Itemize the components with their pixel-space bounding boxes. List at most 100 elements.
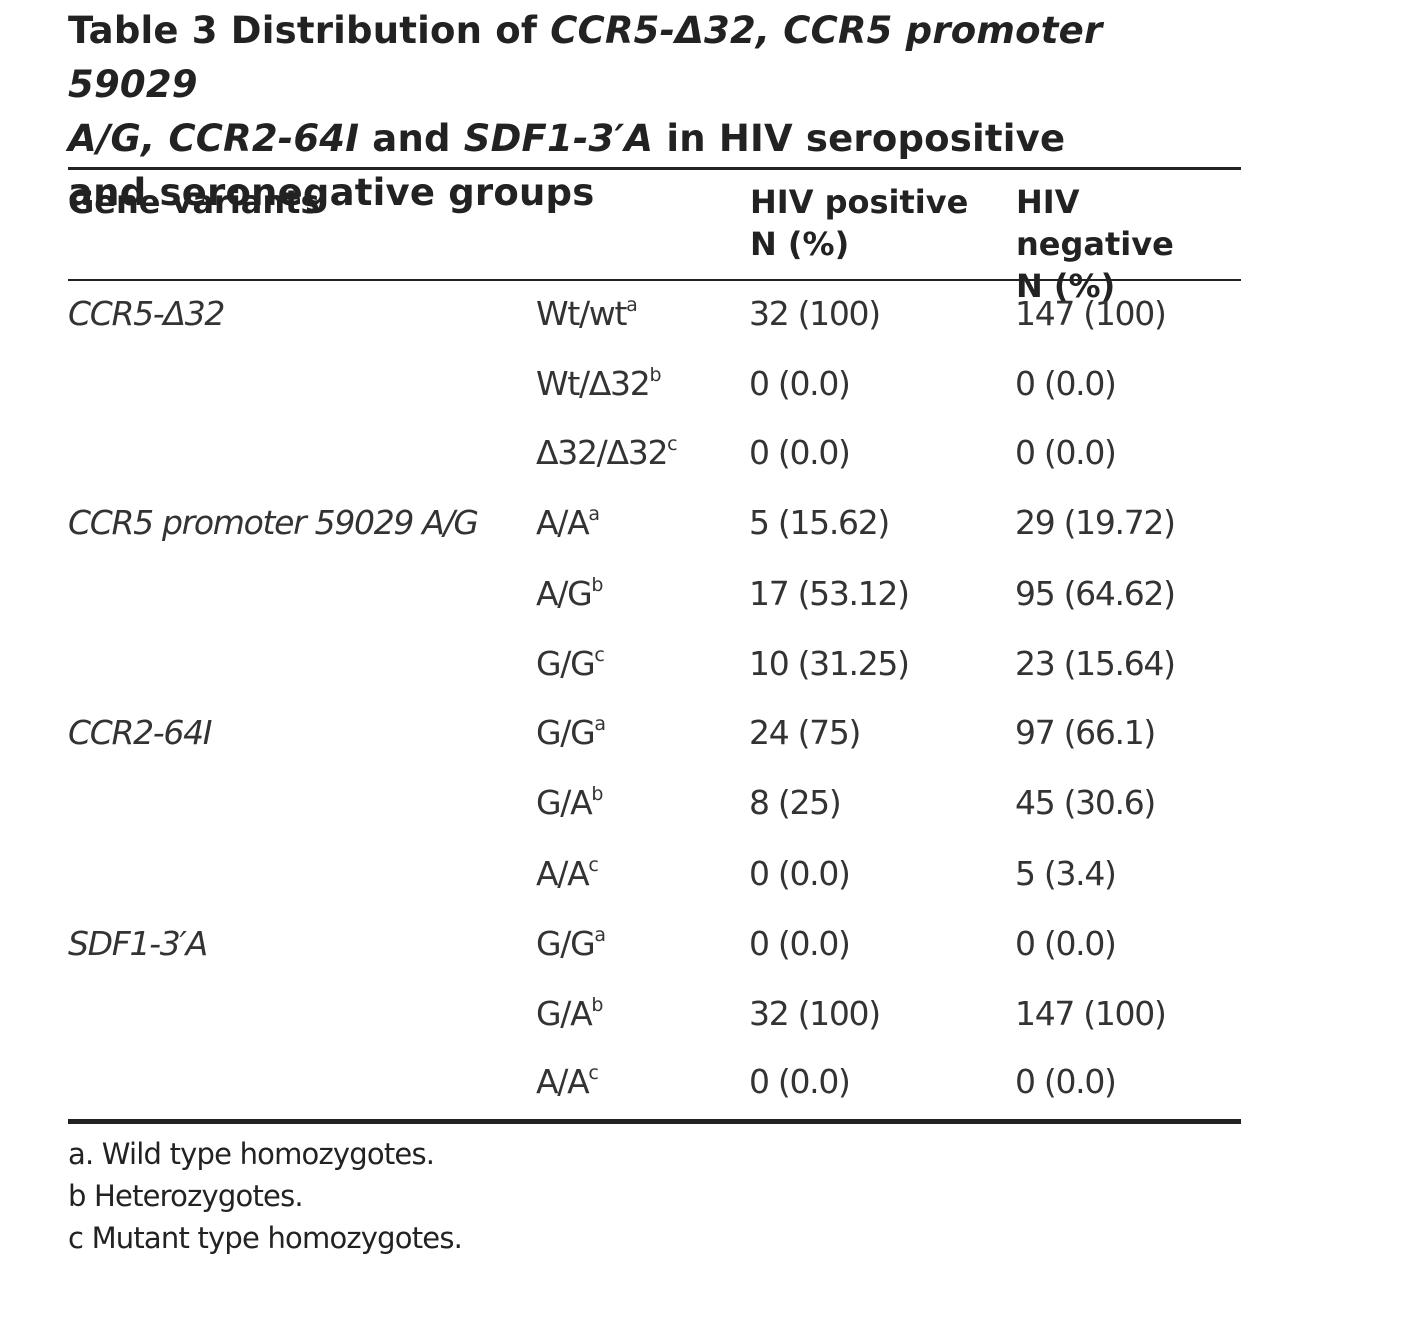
hiv-negative-cell: 0 (0.0) (1015, 433, 1117, 472)
hiv-negative-cell: 147 (100) (1015, 994, 1167, 1033)
genotype-superscript: b (591, 574, 603, 596)
header-hiv-positive-line2: N (%) (750, 225, 850, 263)
title-line-2: A/G, CCR2-64I and SDF1-3′A in HIV seropo… (68, 112, 1243, 166)
hiv-positive-cell: 17 (53.12) (749, 574, 910, 613)
footnote-c: c Mutant type homozygotes. (68, 1221, 463, 1255)
hiv-negative-cell: 5 (3.4) (1015, 854, 1117, 893)
genotype-text: G/G (536, 713, 596, 752)
table-row: CCR5 promoter 59029 A/G A/Aa 5 (15.62) 2… (68, 495, 1241, 551)
genotype-superscript: c (588, 854, 598, 876)
genotype-superscript: c (667, 433, 677, 455)
hiv-positive-cell: 8 (25) (749, 783, 842, 822)
genotype-cell: G/Ab (536, 775, 603, 831)
header-hiv-negative-line2: N (%) (1016, 267, 1116, 305)
hiv-positive-cell: 0 (0.0) (749, 1062, 851, 1101)
table-row: A/Gb 17 (53.12) 95 (64.62) (68, 566, 1241, 622)
genotype-cell: A/Ac (536, 1054, 599, 1110)
hiv-positive-cell: 0 (0.0) (749, 924, 851, 963)
table-row: G/Ab 32 (100) 147 (100) (68, 986, 1241, 1042)
genotype-superscript: b (649, 364, 661, 386)
genotype-cell: G/Ga (536, 705, 606, 761)
header-hiv-negative-line1: HIV negative (1016, 183, 1174, 263)
genotype-cell: G/Ga (536, 916, 606, 972)
genotype-cell: Wt/Δ32b (536, 356, 661, 412)
hiv-positive-cell: 32 (100) (749, 994, 881, 1033)
title-joiner: and (359, 117, 464, 160)
genotype-text: A/A (536, 854, 590, 893)
table-footnotes: a. Wild type homozygotes. b Heterozygote… (68, 1133, 463, 1259)
genotype-superscript: a (588, 503, 600, 525)
genotype-superscript: c (594, 644, 604, 666)
gene-cell: CCR2-64I (68, 713, 213, 752)
hiv-positive-cell: 32 (100) (749, 294, 881, 333)
hiv-negative-cell: 147 (100) (1015, 294, 1167, 333)
table-bottom-rule (68, 1119, 1241, 1124)
genotype-superscript: b (591, 994, 603, 1016)
genotype-text: G/A (536, 994, 593, 1033)
hiv-positive-cell: 0 (0.0) (749, 364, 851, 403)
table-row: SDF1-3′A G/Ga 0 (0.0) 0 (0.0) (68, 916, 1241, 972)
table-row: G/Ab 8 (25) 45 (30.6) (68, 775, 1241, 831)
genotype-text: Wt/Δ32 (536, 364, 651, 403)
genotype-superscript: a (626, 294, 638, 316)
table-row: G/Gc 10 (31.25) 23 (15.64) (68, 636, 1241, 692)
gene-cell: SDF1-3′A (68, 924, 208, 963)
hiv-negative-cell: 0 (0.0) (1015, 364, 1117, 403)
genotype-cell: A/Aa (536, 495, 600, 551)
table-row: A/Ac 0 (0.0) 0 (0.0) (68, 1054, 1241, 1110)
hiv-positive-cell: 5 (15.62) (749, 503, 890, 542)
title-variant-2: SDF1-3′A (463, 117, 654, 160)
footnote-a: a. Wild type homozygotes. (68, 1137, 435, 1171)
header-gene-variants: Gene variants (68, 183, 320, 221)
genotype-superscript: c (588, 1062, 598, 1084)
table-row: CCR2-64I G/Ga 24 (75) 97 (66.1) (68, 705, 1241, 761)
title-line-1: Table 3 Distribution of CCR5-Δ32, CCR5 p… (68, 4, 1243, 112)
hiv-negative-cell: 29 (19.72) (1015, 503, 1176, 542)
table-row: A/Ac 0 (0.0) 5 (3.4) (68, 846, 1241, 902)
hiv-positive-cell: 24 (75) (749, 713, 861, 752)
hiv-positive-cell: 10 (31.25) (749, 644, 910, 683)
hiv-negative-cell: 23 (15.64) (1015, 644, 1176, 683)
genotype-text: A/A (536, 503, 590, 542)
gene-cell: CCR5-Δ32 (68, 294, 225, 333)
genotype-text: Δ32/Δ32 (536, 433, 668, 472)
hiv-negative-cell: 0 (0.0) (1015, 1062, 1117, 1101)
table-top-rule (68, 167, 1241, 170)
genotype-text: G/G (536, 924, 596, 963)
header-hiv-positive: HIV positive N (%) (750, 181, 968, 265)
genotype-superscript: a (594, 713, 606, 735)
title-prefix: Table 3 Distribution of (68, 9, 551, 52)
footnote-b: b Heterozygotes. (68, 1179, 304, 1213)
hiv-negative-cell: 45 (30.6) (1015, 783, 1156, 822)
title-variant-1: CCR5-Δ32, CCR5 promoter 59029 (68, 9, 1103, 106)
genotype-text: Wt/wt (536, 294, 627, 333)
hiv-positive-cell: 0 (0.0) (749, 854, 851, 893)
hiv-negative-cell: 95 (64.62) (1015, 574, 1176, 613)
title-suffix-1: in HIV seropositive (653, 117, 1066, 160)
header-hiv-positive-line1: HIV positive (750, 183, 969, 221)
gene-cell: CCR5 promoter 59029 A/G (68, 503, 479, 542)
genotype-text: A/A (536, 1062, 590, 1101)
genotype-text: A/G (536, 574, 593, 613)
hiv-positive-cell: 0 (0.0) (749, 433, 851, 472)
genotype-cell: A/Ac (536, 846, 599, 902)
table-row: CCR5-Δ32 Wt/wta 32 (100) 147 (100) (68, 286, 1241, 342)
title-variant-1b: A/G, CCR2-64I (68, 117, 360, 160)
genotype-cell: G/Gc (536, 636, 605, 692)
table-row: Wt/Δ32b 0 (0.0) 0 (0.0) (68, 356, 1241, 412)
genotype-cell: G/Ab (536, 986, 603, 1042)
table-row: Δ32/Δ32c 0 (0.0) 0 (0.0) (68, 425, 1241, 481)
header-hiv-negative: HIV negative N (%) (1016, 181, 1243, 307)
genotype-cell: Wt/wta (536, 286, 638, 342)
genotype-text: G/G (536, 644, 596, 683)
hiv-negative-cell: 97 (66.1) (1015, 713, 1156, 752)
genotype-cell: Δ32/Δ32c (536, 425, 678, 481)
table-header-rule (68, 279, 1241, 281)
genotype-text: G/A (536, 783, 593, 822)
title-line-3: and seronegative groups (68, 171, 595, 214)
genotype-superscript: a (594, 924, 606, 946)
table-title: Table 3 Distribution of CCR5-Δ32, CCR5 p… (68, 4, 1243, 220)
hiv-negative-cell: 0 (0.0) (1015, 924, 1117, 963)
genotype-superscript: b (591, 783, 603, 805)
genotype-cell: A/Gb (536, 566, 603, 622)
